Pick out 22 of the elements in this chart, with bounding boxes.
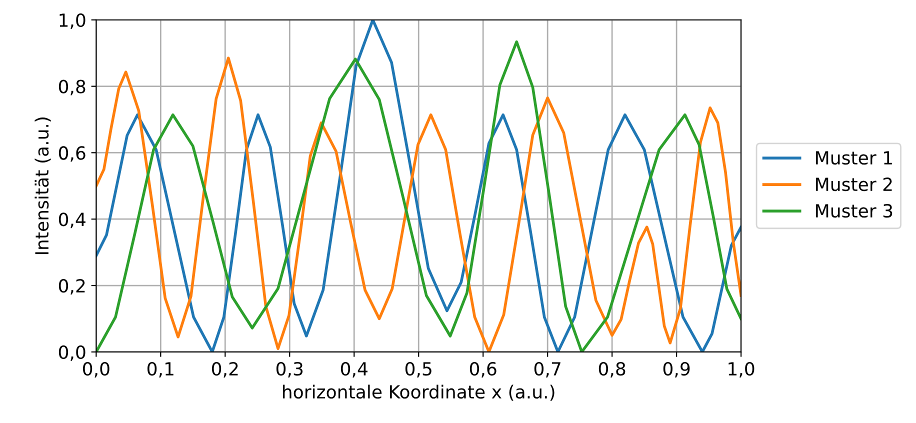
x-tick-label: 0,3 [276, 362, 303, 378]
y-axis-title: Intensität (a.u.) [34, 118, 51, 254]
x-tick-label: 0,5 [405, 362, 432, 378]
y-tick-label: 0,2 [58, 278, 85, 294]
x-tick-label: 0,9 [663, 362, 690, 378]
x-tick-label: 0,6 [470, 362, 496, 378]
legend-label: Muster 1 [816, 151, 892, 165]
x-tick-label: 0,4 [340, 362, 368, 378]
legend-label: Muster 2 [816, 177, 892, 192]
y-tick-label: 0,4 [58, 212, 86, 228]
x-tick-label: 0,1 [148, 362, 174, 378]
legend-label: Muster 3 [816, 204, 892, 218]
y-tick-label: 0,8 [58, 80, 86, 96]
x-tick-label: 1,0 [728, 362, 754, 378]
x-tick-label: 0,0 [83, 362, 110, 378]
x-axis-title: horizontale Koordinate x (a.u.) [283, 384, 554, 401]
y-tick-label: 0,0 [58, 345, 86, 361]
x-tick-label: 0,2 [212, 362, 238, 378]
x-tick-label: 0,7 [534, 362, 560, 378]
y-tick-label: 1,0 [60, 13, 86, 29]
y-tick-label: 0,6 [58, 146, 86, 162]
x-tick-label: 0,8 [598, 362, 626, 378]
